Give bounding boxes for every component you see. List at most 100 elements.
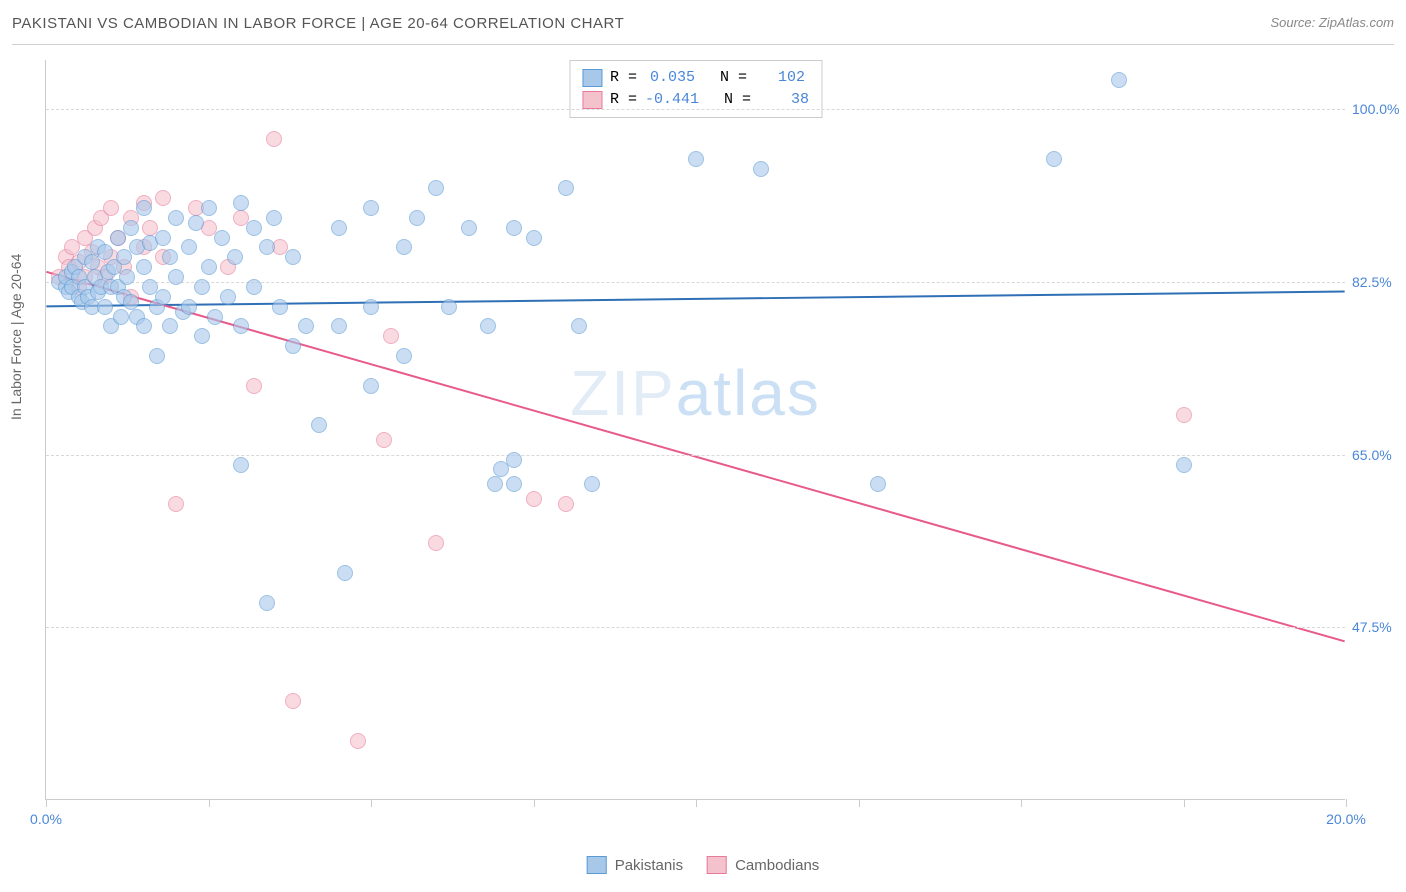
- trend-line: [46, 292, 1344, 307]
- data-point: [220, 289, 236, 305]
- data-point: [259, 239, 275, 255]
- data-point: [136, 200, 152, 216]
- data-point: [246, 279, 262, 295]
- series2-swatch: [582, 91, 602, 109]
- watermark: ZIPatlas: [570, 356, 821, 430]
- legend-item-label: Cambodians: [735, 857, 819, 874]
- x-tick-label: 20.0%: [1326, 811, 1366, 827]
- data-point: [363, 378, 379, 394]
- data-point: [331, 220, 347, 236]
- x-tick: [534, 799, 535, 807]
- data-point: [168, 210, 184, 226]
- series-legend: Pakistanis Cambodians: [587, 856, 820, 874]
- data-point: [571, 318, 587, 334]
- data-point: [168, 496, 184, 512]
- legend-row-series1: R = 0.035 N = 102: [582, 67, 809, 89]
- data-point: [201, 200, 217, 216]
- data-point: [363, 299, 379, 315]
- data-point: [409, 210, 425, 226]
- data-point: [162, 249, 178, 265]
- data-point: [461, 220, 477, 236]
- data-point: [97, 244, 113, 260]
- data-point: [688, 151, 704, 167]
- data-point: [487, 476, 503, 492]
- data-point: [870, 476, 886, 492]
- chart-container: PAKISTANI VS CAMBODIAN IN LABOR FORCE | …: [0, 0, 1406, 892]
- y-tick-label: 47.5%: [1352, 619, 1406, 635]
- y-tick-label: 82.5%: [1352, 274, 1406, 290]
- data-point: [1176, 407, 1192, 423]
- legend-item-series2: Cambodians: [707, 856, 819, 874]
- x-tick: [859, 799, 860, 807]
- data-point: [194, 328, 210, 344]
- data-point: [285, 693, 301, 709]
- legend-row-series2: R = -0.441 N = 38: [582, 89, 809, 111]
- data-point: [441, 299, 457, 315]
- data-point: [181, 239, 197, 255]
- series1-swatch-icon: [587, 856, 607, 874]
- series1-r-value: 0.035: [645, 67, 695, 89]
- data-point: [266, 210, 282, 226]
- data-point: [558, 496, 574, 512]
- y-axis-label: In Labor Force | Age 20-64: [8, 254, 24, 420]
- data-point: [506, 220, 522, 236]
- chart-title: PAKISTANI VS CAMBODIAN IN LABOR FORCE | …: [12, 15, 624, 32]
- x-tick: [371, 799, 372, 807]
- x-tick-label: 0.0%: [30, 811, 62, 827]
- data-point: [311, 417, 327, 433]
- data-point: [168, 269, 184, 285]
- data-point: [181, 299, 197, 315]
- trend-lines-svg: [46, 60, 1345, 799]
- data-point: [506, 476, 522, 492]
- data-point: [233, 195, 249, 211]
- data-point: [1111, 72, 1127, 88]
- data-point: [233, 318, 249, 334]
- data-point: [246, 220, 262, 236]
- data-point: [526, 230, 542, 246]
- data-point: [123, 220, 139, 236]
- data-point: [207, 309, 223, 325]
- data-point: [136, 318, 152, 334]
- data-point: [506, 452, 522, 468]
- data-point: [428, 535, 444, 551]
- data-point: [266, 131, 282, 147]
- data-point: [155, 289, 171, 305]
- x-tick: [696, 799, 697, 807]
- data-point: [246, 378, 262, 394]
- y-tick-label: 100.0%: [1352, 101, 1406, 117]
- data-point: [337, 565, 353, 581]
- data-point: [227, 249, 243, 265]
- data-point: [350, 733, 366, 749]
- series2-swatch-icon: [707, 856, 727, 874]
- data-point: [162, 318, 178, 334]
- data-point: [753, 161, 769, 177]
- data-point: [201, 259, 217, 275]
- gridline-h: [46, 282, 1345, 283]
- n-label: N =: [724, 89, 751, 111]
- gridline-h: [46, 627, 1345, 628]
- data-point: [376, 432, 392, 448]
- gridline-h: [46, 455, 1345, 456]
- data-point: [480, 318, 496, 334]
- data-point: [123, 294, 139, 310]
- legend-item-label: Pakistanis: [615, 857, 683, 874]
- r-label: R =: [610, 67, 637, 89]
- data-point: [194, 279, 210, 295]
- data-point: [285, 338, 301, 354]
- data-point: [331, 318, 347, 334]
- x-tick: [1021, 799, 1022, 807]
- r-label: R =: [610, 89, 637, 111]
- data-point: [558, 180, 574, 196]
- source-attribution: Source: ZipAtlas.com: [1270, 15, 1394, 30]
- y-tick-label: 65.0%: [1352, 447, 1406, 463]
- watermark-atlas: atlas: [676, 357, 821, 429]
- data-point: [113, 309, 129, 325]
- x-tick: [1184, 799, 1185, 807]
- x-tick: [209, 799, 210, 807]
- title-bar: PAKISTANI VS CAMBODIAN IN LABOR FORCE | …: [12, 15, 1394, 45]
- data-point: [428, 180, 444, 196]
- data-point: [383, 328, 399, 344]
- watermark-zip: ZIP: [570, 357, 676, 429]
- data-point: [584, 476, 600, 492]
- data-point: [233, 457, 249, 473]
